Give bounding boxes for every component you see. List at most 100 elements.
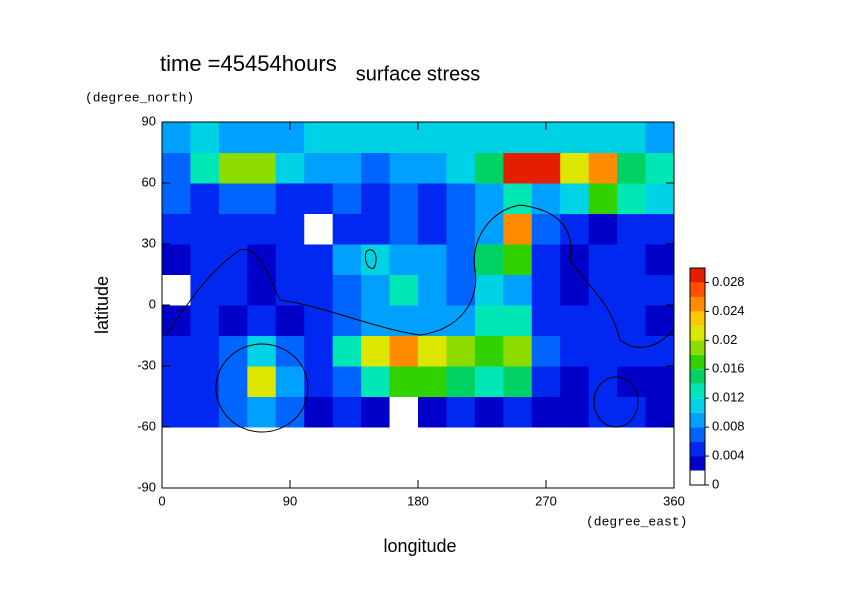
colorbar-bin: [690, 441, 705, 457]
cell: [275, 427, 305, 458]
cell: [446, 183, 476, 214]
coastline: [165, 204, 674, 348]
cell: [332, 274, 362, 306]
cell: [560, 396, 590, 428]
colorbar-bin: [690, 456, 705, 471]
cell: [218, 152, 248, 184]
cell: [474, 274, 504, 306]
x-tick-label: 270: [535, 493, 557, 508]
cell: [304, 457, 334, 489]
cell: [247, 183, 277, 214]
cell: [560, 366, 590, 397]
cell: [190, 396, 220, 428]
cell: [275, 183, 305, 214]
cell: [162, 152, 191, 184]
cell: [560, 152, 590, 184]
colorbar-bin: [690, 383, 705, 399]
cell: [389, 457, 419, 489]
cell: [588, 457, 618, 489]
cell: [560, 305, 590, 336]
field: [162, 122, 675, 489]
cell: [361, 366, 391, 397]
cell: [560, 122, 590, 153]
cell: [474, 427, 504, 458]
colorbar-tick-label: 0.012: [712, 390, 745, 405]
cell: [645, 457, 675, 489]
cell: [190, 274, 220, 306]
y-tick-label: 90: [142, 113, 156, 128]
cell: [588, 305, 618, 336]
cell: [446, 396, 476, 428]
cell: [588, 244, 618, 275]
cell: [247, 274, 277, 306]
cell: [361, 122, 391, 153]
colorbar-bin: [690, 268, 705, 283]
cell: [275, 366, 305, 397]
cell: [190, 183, 220, 214]
coastline: [215, 343, 309, 433]
colorbar-bin: [690, 369, 705, 384]
cell: [332, 213, 362, 245]
cell: [332, 335, 362, 367]
cell: [418, 335, 447, 367]
cell: [190, 457, 220, 489]
cell: [617, 213, 647, 245]
cell: [531, 152, 561, 184]
cell: [304, 305, 334, 336]
cell: [503, 396, 533, 428]
cell: [418, 183, 447, 214]
cell: [474, 457, 504, 489]
cell: [617, 457, 647, 489]
cell: [332, 122, 362, 153]
colorbar-bin: [690, 470, 705, 485]
coastline: [365, 249, 377, 269]
cell: [645, 274, 675, 306]
cell: [503, 122, 533, 153]
cell: [474, 183, 504, 214]
cell: [531, 396, 561, 428]
cell: [247, 152, 277, 184]
cell: [190, 122, 220, 153]
cell: [389, 427, 419, 458]
cell: [389, 213, 419, 245]
x-tick-label: 90: [283, 493, 297, 508]
y-tick-label: -90: [137, 479, 156, 494]
cell: [560, 244, 590, 275]
cell: [588, 122, 618, 153]
cell: [190, 335, 220, 367]
cell: [645, 427, 675, 458]
cell: [218, 122, 248, 153]
cell: [503, 274, 533, 306]
coastline: [593, 376, 639, 428]
cell: [617, 122, 647, 153]
cell: [645, 396, 675, 428]
cell: [418, 274, 447, 306]
colorbar-tick-label: 0.008: [712, 419, 745, 434]
cell: [218, 335, 248, 367]
cell: [389, 396, 419, 428]
cell: [389, 244, 419, 275]
x-unit: (degree_east): [586, 514, 687, 529]
cell: [617, 244, 647, 275]
cell: [531, 335, 561, 367]
cell: [218, 244, 248, 275]
cell: [247, 396, 277, 428]
cell: [162, 274, 191, 306]
cell: [531, 366, 561, 397]
cell: [275, 213, 305, 245]
colorbar-bin: [690, 282, 705, 297]
colorbar-tick-label: 0.028: [712, 274, 745, 289]
cell: [275, 274, 305, 306]
colorbar-bin: [690, 398, 705, 413]
cell: [503, 427, 533, 458]
cell: [389, 335, 419, 367]
cell: [645, 152, 675, 184]
cell: [503, 366, 533, 397]
cell: [218, 305, 248, 336]
cell: [190, 244, 220, 275]
cell: [361, 305, 391, 336]
cell: [617, 183, 647, 214]
colorbar-tick-label: 0.016: [712, 361, 745, 376]
cell: [304, 396, 334, 428]
cell: [361, 183, 391, 214]
